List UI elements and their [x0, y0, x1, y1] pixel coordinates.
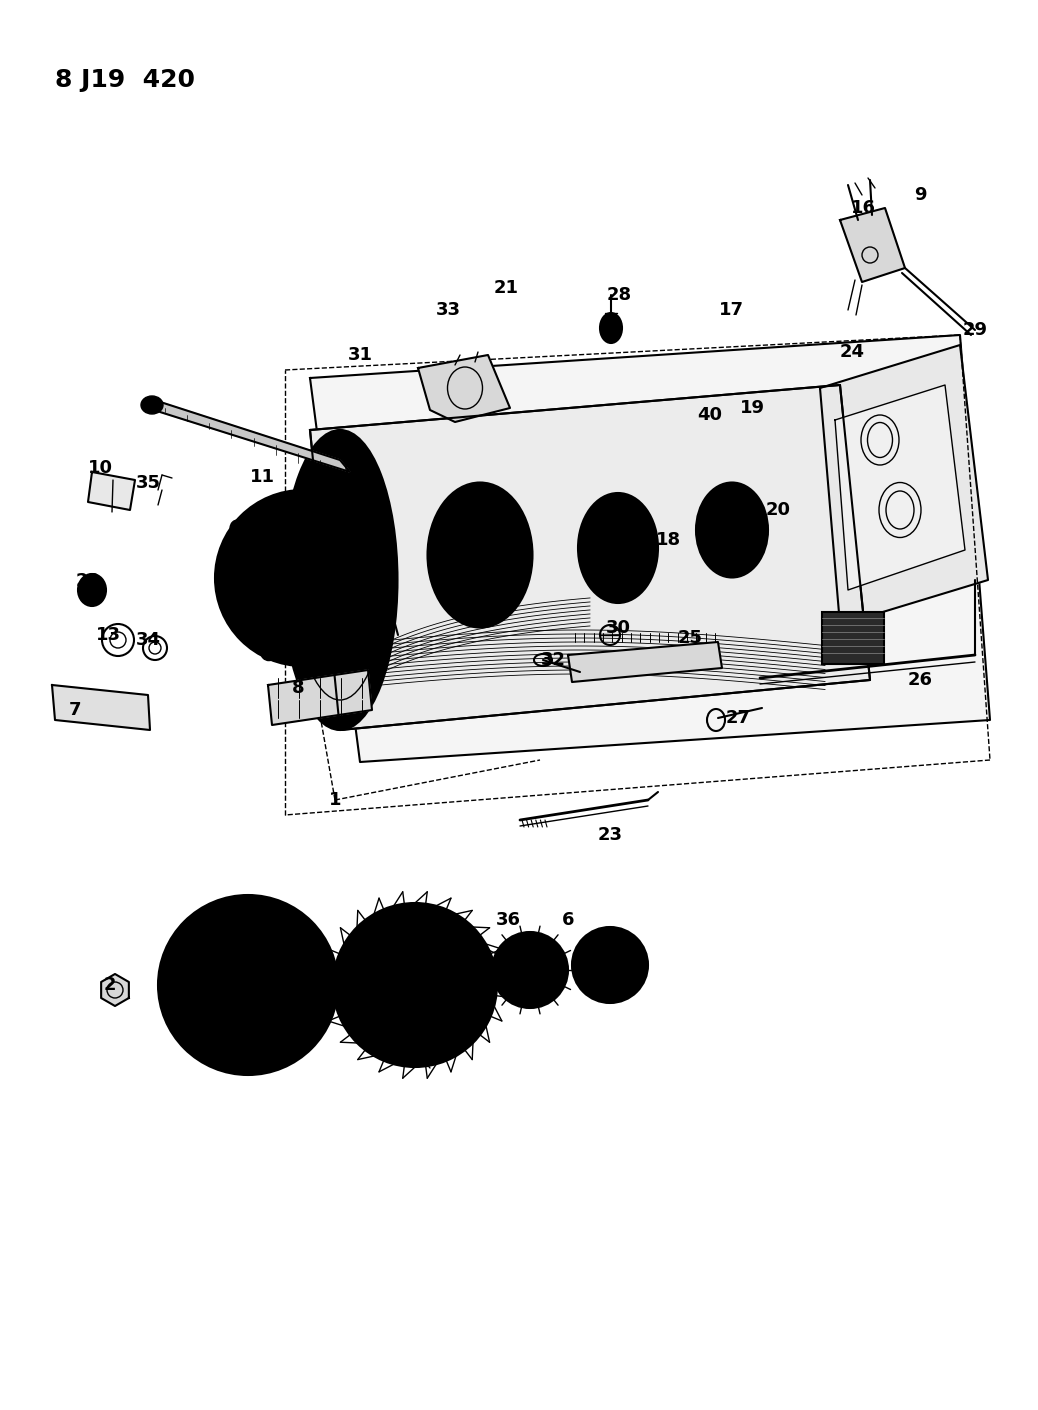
Ellipse shape	[422, 948, 439, 969]
Text: 40: 40	[698, 406, 722, 424]
Text: 38: 38	[435, 916, 461, 933]
Ellipse shape	[428, 482, 532, 627]
Circle shape	[572, 926, 648, 1003]
Text: 8 J19  420: 8 J19 420	[55, 68, 195, 92]
Text: 31: 31	[348, 345, 373, 364]
Text: 21: 21	[493, 279, 519, 298]
Circle shape	[158, 895, 338, 1074]
Text: 20: 20	[765, 501, 791, 519]
Ellipse shape	[219, 949, 242, 981]
Text: 29: 29	[962, 321, 987, 338]
Text: 37: 37	[408, 1036, 433, 1055]
Text: 7: 7	[69, 701, 81, 719]
Text: 10: 10	[87, 460, 112, 477]
Text: 32: 32	[541, 651, 566, 668]
Text: 33: 33	[436, 300, 461, 319]
Ellipse shape	[391, 948, 408, 969]
Text: 23: 23	[598, 826, 623, 845]
Circle shape	[215, 491, 391, 666]
Text: 6: 6	[562, 911, 574, 929]
Text: 28: 28	[606, 286, 631, 305]
Polygon shape	[310, 385, 870, 730]
Text: 39: 39	[327, 460, 352, 477]
Circle shape	[374, 594, 389, 611]
Circle shape	[333, 902, 497, 1067]
Ellipse shape	[422, 1003, 439, 1022]
Text: 27: 27	[726, 709, 750, 728]
Text: 9: 9	[913, 186, 926, 204]
Ellipse shape	[141, 396, 163, 415]
Text: 15: 15	[283, 496, 308, 515]
Text: 25: 25	[678, 629, 703, 647]
Text: 8: 8	[292, 680, 304, 697]
Text: 17: 17	[718, 300, 743, 319]
Text: 26: 26	[907, 671, 932, 689]
Ellipse shape	[600, 313, 622, 343]
Ellipse shape	[282, 430, 398, 730]
Text: 22: 22	[76, 572, 101, 589]
Polygon shape	[88, 472, 135, 510]
Circle shape	[230, 520, 246, 536]
Text: 11: 11	[249, 468, 274, 486]
Text: 19: 19	[739, 399, 765, 417]
Ellipse shape	[373, 979, 394, 993]
Polygon shape	[840, 209, 905, 282]
Text: 3: 3	[242, 921, 254, 939]
Text: 1: 1	[329, 791, 342, 809]
Polygon shape	[101, 974, 129, 1005]
Text: 35: 35	[136, 474, 161, 492]
Ellipse shape	[696, 482, 768, 578]
Polygon shape	[820, 345, 988, 625]
Text: 12: 12	[298, 581, 323, 599]
Ellipse shape	[435, 979, 457, 993]
Polygon shape	[568, 642, 722, 682]
Text: 18: 18	[655, 532, 681, 548]
Circle shape	[319, 491, 334, 508]
Text: 2: 2	[104, 976, 116, 994]
Text: 5: 5	[382, 909, 394, 926]
Text: 16: 16	[850, 199, 875, 217]
Text: 30: 30	[605, 619, 630, 637]
Circle shape	[492, 932, 568, 1008]
Ellipse shape	[258, 986, 277, 1014]
Text: 4: 4	[242, 1059, 254, 1077]
Ellipse shape	[78, 574, 106, 606]
Polygon shape	[268, 670, 372, 725]
Text: 36: 36	[495, 911, 520, 929]
Text: 34: 34	[136, 632, 161, 649]
Polygon shape	[310, 336, 990, 761]
Polygon shape	[835, 385, 965, 589]
Ellipse shape	[578, 493, 658, 603]
Polygon shape	[52, 685, 151, 730]
Polygon shape	[418, 355, 510, 422]
Text: 13: 13	[95, 626, 120, 644]
Bar	[822, 612, 884, 664]
Polygon shape	[148, 398, 350, 472]
Text: 14: 14	[370, 596, 394, 613]
Ellipse shape	[391, 1003, 408, 1022]
Text: 24: 24	[840, 343, 865, 361]
Circle shape	[261, 644, 277, 660]
